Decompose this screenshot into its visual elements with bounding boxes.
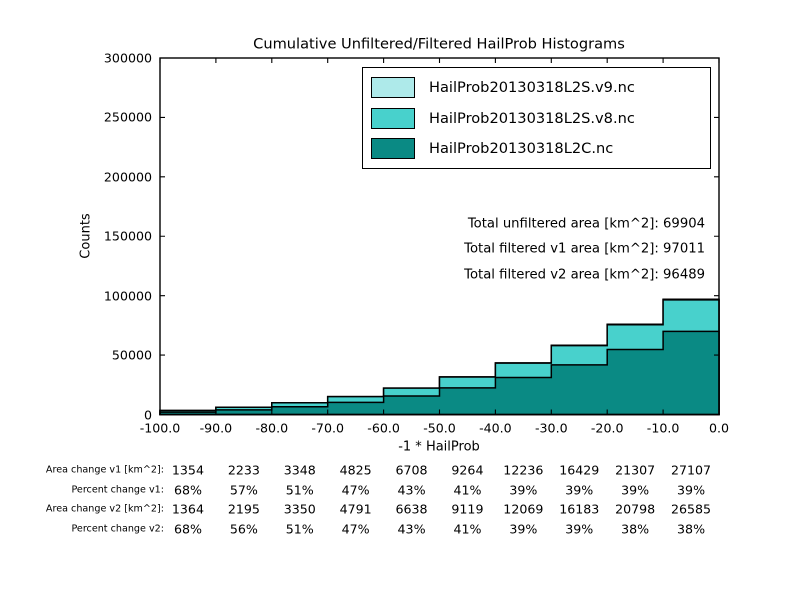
y-tick-label: 50000 — [111, 347, 152, 363]
legend-entry-label: HailProb20130318L2S.v8.nc — [429, 109, 635, 127]
y-tick-label: 100000 — [103, 288, 152, 304]
legend-entry-label: HailProb20130318L2C.nc — [429, 139, 614, 157]
x-tick-label: -80.0 — [255, 420, 289, 435]
x-tick-label: -50.0 — [423, 420, 456, 435]
x-tick-label: -30.0 — [535, 420, 568, 435]
x-tick-label: -10.0 — [646, 420, 680, 435]
annotation-total-filtered-v1: Total filtered v1 area [km^2]: 97011 — [464, 241, 705, 257]
x-tick-label: 0.0 — [708, 420, 730, 435]
histogram-series-HailProb20130318L2C.nc — [159, 330, 720, 416]
x-axis-label: -1 * HailProb — [398, 439, 480, 455]
y-tick-label: 0 — [143, 407, 152, 422]
y-tick-label: 300000 — [103, 50, 152, 66]
legend: HailProb20130318L2S.v9.nc HailProb201303… — [362, 67, 711, 169]
legend-entry: HailProb20130318L2S.v9.nc — [363, 77, 710, 99]
legend-swatch — [371, 137, 415, 159]
chart-title: Cumulative Unfiltered/Filtered HailProb … — [253, 35, 625, 53]
x-tick-label: -60.0 — [367, 420, 400, 435]
x-tick-label: -40.0 — [479, 420, 512, 435]
legend-entry: HailProb20130318L2S.v8.nc — [363, 107, 710, 129]
y-tick-label: 200000 — [103, 169, 152, 185]
x-tick-label: -90.0 — [199, 420, 233, 435]
legend-swatch — [371, 77, 415, 99]
annotation-total-unfiltered: Total unfiltered area [km^2]: 69904 — [467, 216, 705, 232]
legend-entry-label: HailProb20130318L2S.v9.nc — [429, 79, 635, 97]
x-tick-label: -20.0 — [590, 420, 624, 435]
y-tick-label: 250000 — [103, 109, 152, 125]
y-axis-label: Counts — [78, 213, 94, 259]
x-tick-label: -70.0 — [311, 420, 344, 435]
annotation-total-filtered-v2: Total filtered v2 area [km^2]: 96489 — [464, 267, 705, 283]
x-tick-label: -100.0 — [139, 420, 181, 435]
legend-swatch — [371, 107, 415, 129]
legend-entry: HailProb20130318L2C.nc — [363, 137, 710, 159]
axis-ticks — [159, 57, 720, 416]
y-tick-label: 150000 — [103, 228, 152, 244]
